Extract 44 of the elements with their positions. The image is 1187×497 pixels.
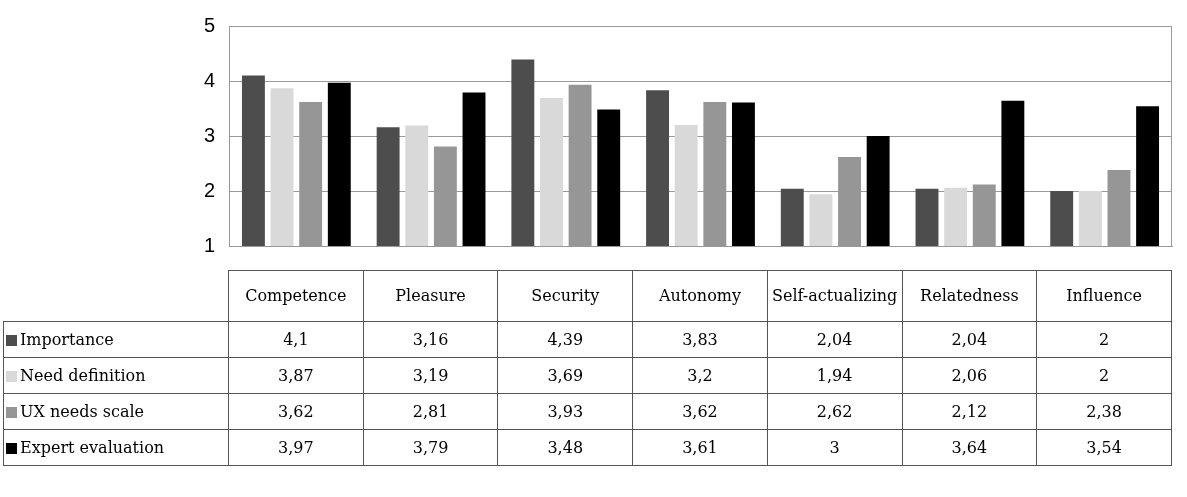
x-tick-label: Relatedness: [902, 270, 1037, 322]
x-tick-label: Pleasure: [363, 270, 498, 322]
x-tick-label: Influence: [1036, 270, 1172, 322]
x-tick-label: Autonomy: [632, 270, 768, 322]
data-label: 1,94: [767, 357, 903, 394]
y-tick-label: 2: [203, 178, 215, 201]
data-label: 3: [767, 429, 903, 466]
data-label: 3,61: [632, 429, 768, 466]
legend-label: Expert evaluation: [3, 429, 229, 466]
data-label: 3,16: [363, 321, 498, 358]
y-tick-label: 5: [203, 13, 215, 36]
data-label: 3,97: [228, 429, 364, 466]
data-label: 3,54: [1036, 429, 1172, 466]
y-tick-label: 3: [203, 123, 215, 146]
data-label: 3,79: [363, 429, 498, 466]
data-label: 2: [1036, 357, 1172, 394]
data-label: 2,38: [1036, 393, 1172, 430]
y-tick-label: 4: [203, 68, 215, 91]
legend-label: UX needs scale: [3, 393, 229, 430]
x-tick-label: Self-actualizing: [767, 270, 903, 322]
legend-label: Need definition: [3, 357, 229, 394]
data-label: 2,04: [902, 321, 1037, 358]
data-label: 3,62: [228, 393, 364, 430]
data-label: 2,06: [902, 357, 1037, 394]
data-label: 2,81: [363, 393, 498, 430]
data-label: 3,83: [632, 321, 768, 358]
legend-label: Importance: [3, 321, 229, 358]
y-tick-label: 1: [203, 233, 215, 256]
data-label: 2,04: [767, 321, 903, 358]
data-label: 2: [1036, 321, 1172, 358]
data-label: 3,93: [497, 393, 633, 430]
data-label: 3,19: [363, 357, 498, 394]
data-label: 3,62: [632, 393, 768, 430]
data-label: 3,2: [632, 357, 768, 394]
data-label: 2,62: [767, 393, 903, 430]
x-tick-label: Security: [497, 270, 633, 322]
data-label: 2,12: [902, 393, 1037, 430]
data-label: 3,69: [497, 357, 633, 394]
data-label: 3,48: [497, 429, 633, 466]
data-label: 3,64: [902, 429, 1037, 466]
data-label: 4,1: [228, 321, 364, 358]
data-label: 4,39: [497, 321, 633, 358]
data-label: 3,87: [228, 357, 364, 394]
x-tick-label: Competence: [228, 270, 364, 322]
